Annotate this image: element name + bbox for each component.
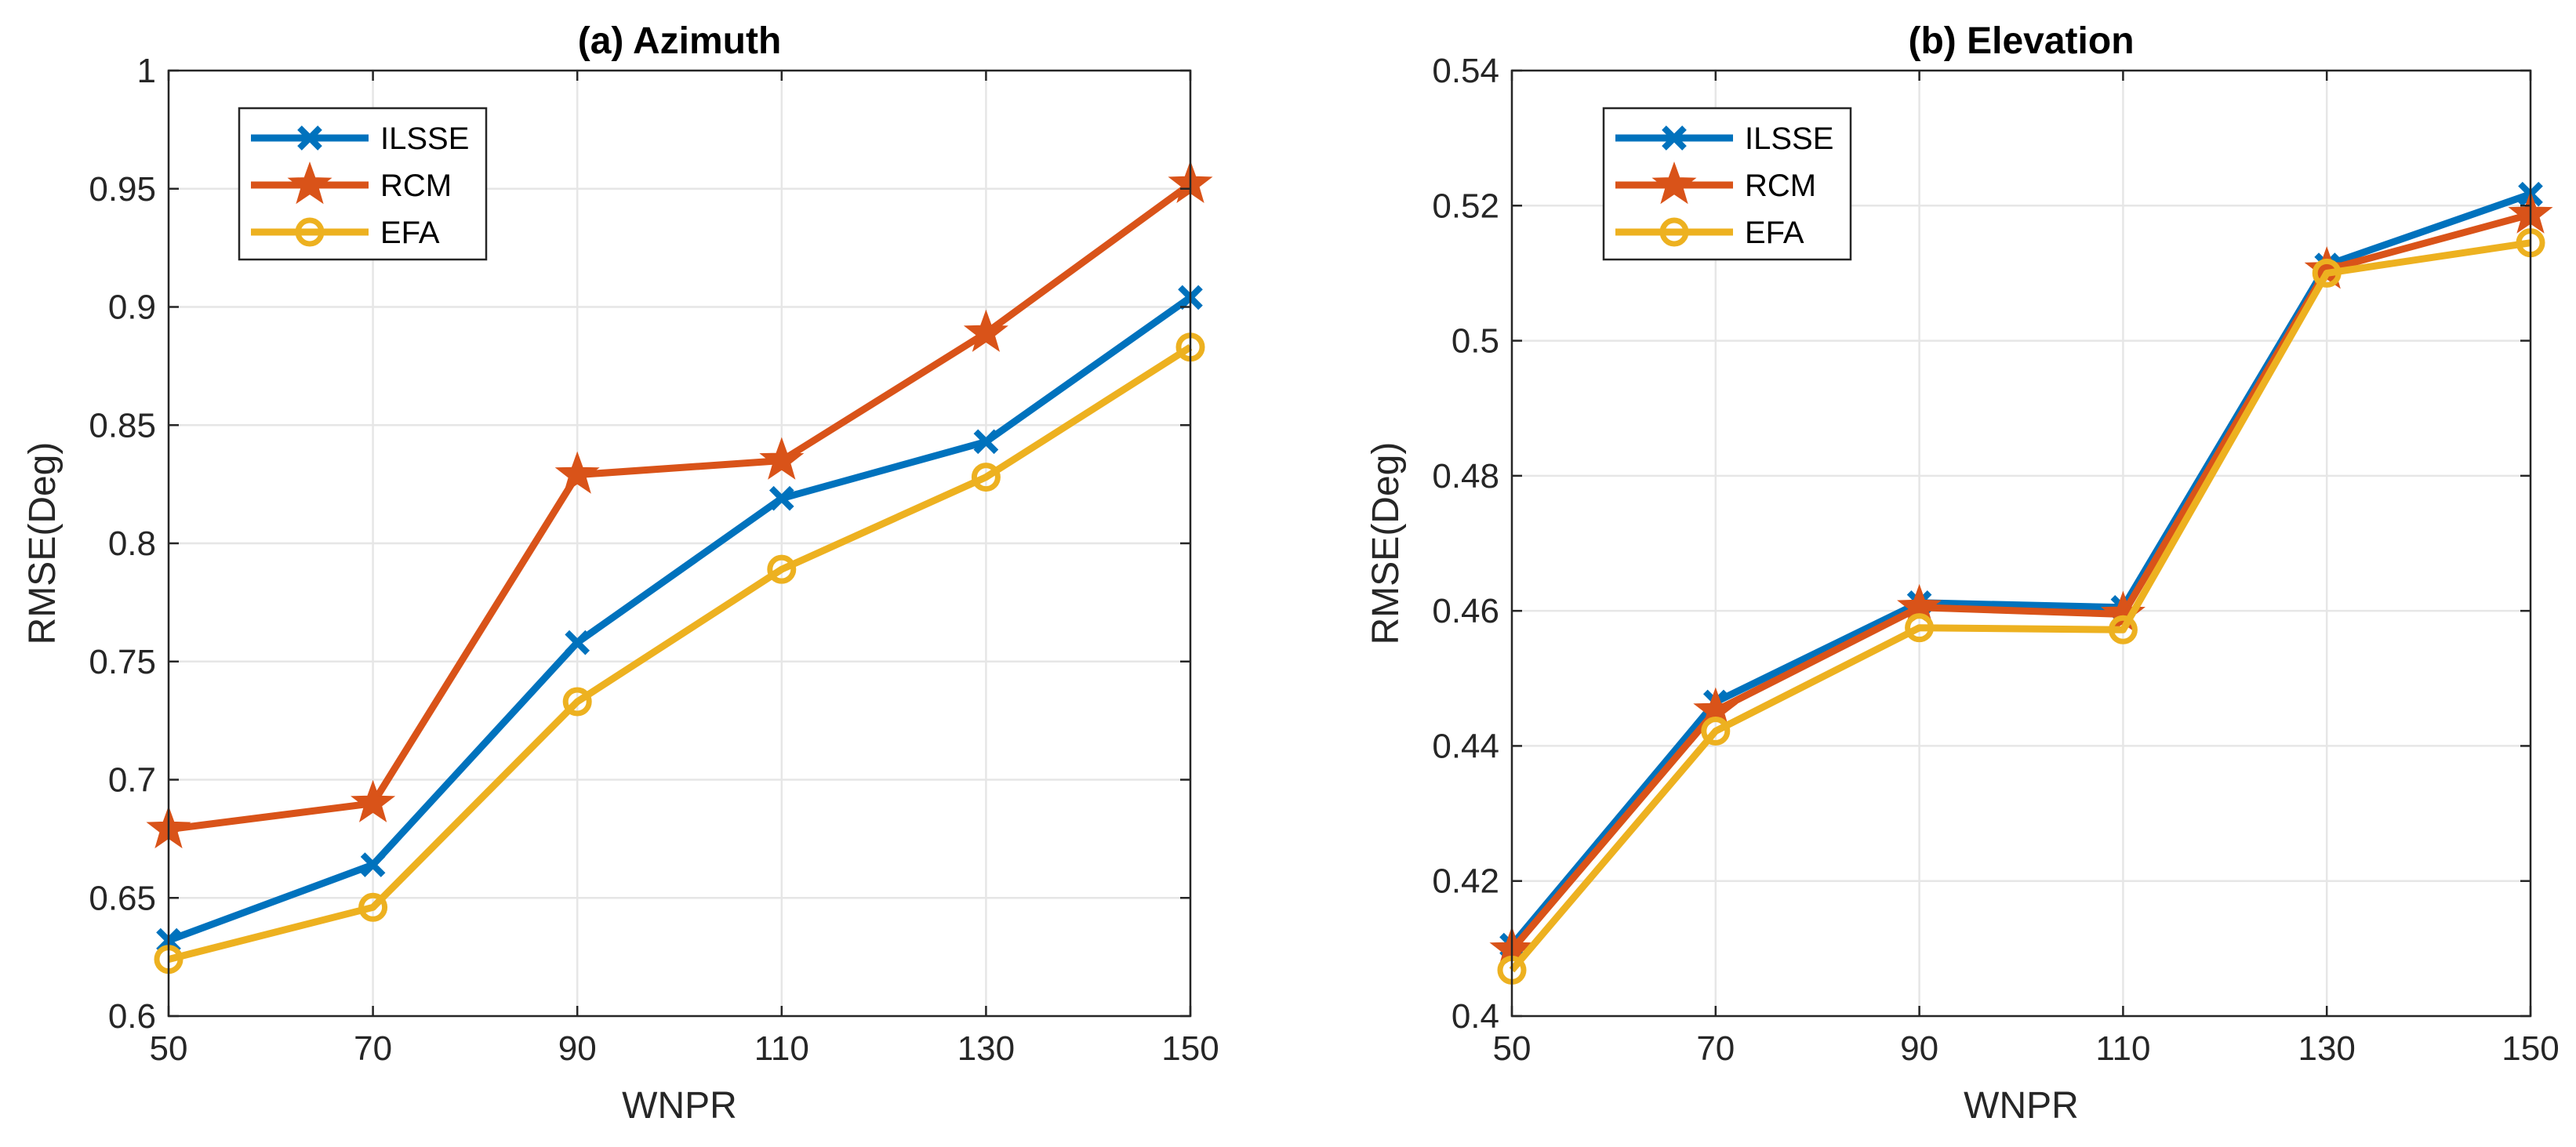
chart-title: (a) Azimuth	[578, 20, 782, 62]
x-tick-label: 70	[1696, 1029, 1735, 1068]
legend-marker-rcm	[287, 162, 332, 205]
x-tick-label: 110	[754, 1029, 809, 1068]
y-axis-label: RMSE(Deg)	[22, 442, 64, 645]
data-point-efa	[562, 687, 592, 717]
y-tick-label: 0.52	[1432, 187, 1499, 225]
series-line-ilsse	[1509, 191, 2532, 948]
y-tick-label: 0.7	[108, 761, 156, 800]
y-tick-label: 0.48	[1432, 457, 1499, 495]
data-point-efa	[971, 463, 1001, 492]
x-axis-label: WNPR	[622, 1085, 737, 1127]
data-point-rcm	[963, 309, 1008, 352]
data-point-rcm	[759, 437, 805, 480]
data-point-ilsse	[973, 429, 999, 455]
y-tick-label: 0.8	[108, 524, 156, 563]
data-point-ilsse	[768, 485, 794, 511]
legend-label-rcm: RCM	[1745, 169, 1816, 203]
legend-label-ilsse: ILSSE	[1745, 122, 1833, 156]
x-axis-label: WNPR	[1964, 1085, 2079, 1127]
y-tick-label: 0.75	[89, 643, 156, 681]
y-axis-label: RMSE(Deg)	[1365, 442, 1407, 645]
y-tick-label: 0.4	[1451, 997, 1499, 1036]
series-line-rcm	[168, 181, 1193, 833]
legend-marker-ilsse	[1662, 125, 1687, 151]
data-point-efa	[2312, 258, 2342, 288]
legend-marker-rcm	[1651, 162, 1697, 205]
x-tick-label: 70	[354, 1029, 392, 1068]
data-point-efa	[767, 554, 797, 584]
x-tick-label: 130	[957, 1029, 1015, 1068]
series-line-efa	[1509, 239, 2531, 973]
x-tick-label: 90	[1900, 1029, 1938, 1068]
chart-title: (b) Elevation	[1908, 20, 2134, 62]
y-tick-label: 0.9	[108, 289, 156, 327]
data-point-rcm	[351, 779, 396, 822]
legend-label-ilsse: ILSSE	[380, 122, 469, 156]
series-line-efa	[167, 344, 1193, 963]
legend-marker-efa	[295, 217, 325, 247]
legend-label-efa: EFA	[1745, 216, 1804, 250]
x-tick-label: 150	[2502, 1029, 2559, 1068]
series-line-ilsse	[167, 294, 1193, 944]
y-tick-label: 0.54	[1432, 52, 1499, 90]
x-tick-label: 50	[150, 1029, 188, 1068]
x-tick-label: 130	[2298, 1029, 2355, 1068]
y-tick-label: 0.46	[1432, 592, 1499, 630]
y-tick-label: 0.42	[1432, 862, 1499, 901]
data-point-rcm	[554, 451, 600, 494]
data-point-efa	[1701, 716, 1731, 746]
y-tick-label: 0.65	[89, 879, 156, 917]
y-tick-label: 0.85	[89, 406, 156, 445]
y-tick-label: 0.95	[89, 170, 156, 209]
y-tick-label: 0.44	[1432, 727, 1499, 765]
legend-marker-ilsse	[297, 125, 322, 151]
x-tick-label: 150	[1161, 1029, 1219, 1068]
chart-panel-2: 50 70 90 110 130 150 0.4 0.42 0.44 0.46 0.48 0.5 0.5…	[1365, 20, 2560, 1127]
legend: ILSSE RCM EFA	[1602, 107, 1852, 261]
chart-panel-1: 50 70 90 110 130 150 0.6 0.65 0.7 0.75 0.8 0.85 0.9 0…	[22, 20, 1219, 1127]
data-point-efa	[358, 892, 388, 922]
legend-label-efa: EFA	[380, 216, 440, 250]
legend-marker-efa	[1659, 217, 1689, 247]
x-tick-label: 110	[2095, 1029, 2150, 1068]
data-point-ilsse	[360, 852, 386, 877]
axes-box	[1510, 69, 2532, 1018]
x-tick-label: 50	[1493, 1029, 1531, 1068]
data-point-ilsse	[565, 630, 590, 655]
y-tick-label: 0.6	[108, 997, 156, 1036]
y-tick-label: 1	[137, 52, 156, 90]
y-tick-label: 0.5	[1451, 322, 1499, 361]
data-point-efa	[1905, 613, 1935, 643]
legend-label-rcm: RCM	[380, 169, 452, 203]
series-line-rcm	[1509, 211, 2532, 953]
x-tick-label: 90	[558, 1029, 597, 1068]
legend: ILSSE RCM EFA	[238, 107, 488, 261]
data-point-efa	[2108, 615, 2138, 644]
